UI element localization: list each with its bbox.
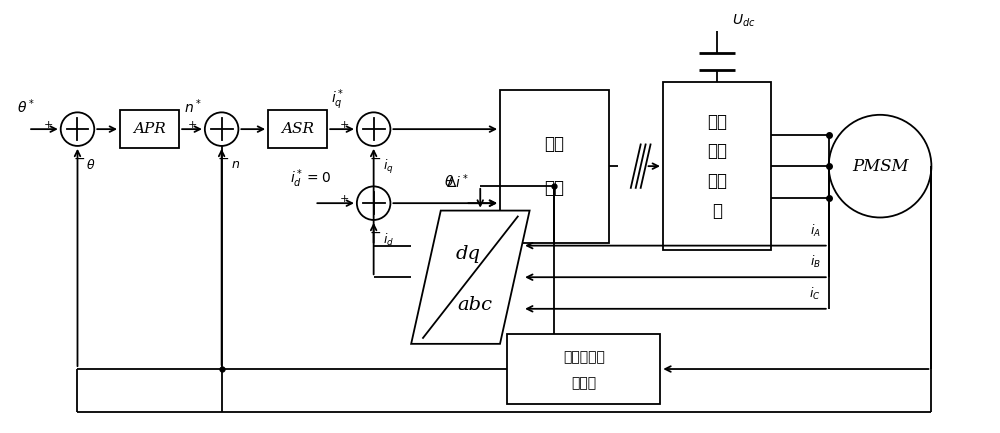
Text: abc: abc xyxy=(458,296,493,314)
Text: $\theta$: $\theta$ xyxy=(444,174,454,189)
Text: $\theta^*$: $\theta^*$ xyxy=(17,98,35,116)
Bar xyxy=(663,82,771,250)
Text: 位置、转速: 位置、转速 xyxy=(563,350,605,364)
Text: +: + xyxy=(188,120,197,130)
Text: $n$: $n$ xyxy=(231,158,240,171)
Text: $i_d^* = 0$: $i_d^* = 0$ xyxy=(290,168,331,191)
Text: 逆变: 逆变 xyxy=(707,172,727,190)
Text: $i_B$: $i_B$ xyxy=(810,254,821,270)
Text: $U_{dc}$: $U_{dc}$ xyxy=(732,13,756,29)
Text: ASR: ASR xyxy=(281,122,314,136)
Text: 规则: 规则 xyxy=(544,179,564,197)
Bar xyxy=(500,90,609,242)
Text: $\Delta i^*$: $\Delta i^*$ xyxy=(446,173,469,191)
Text: 器: 器 xyxy=(712,202,722,220)
Text: +: + xyxy=(340,194,349,204)
Polygon shape xyxy=(411,210,530,344)
Text: PMSM: PMSM xyxy=(852,158,908,174)
Text: +: + xyxy=(340,120,349,130)
Text: $i_d$: $i_d$ xyxy=(383,232,394,248)
Text: $i_q^*$: $i_q^*$ xyxy=(331,88,345,112)
Text: $n^*$: $n^*$ xyxy=(184,98,202,116)
Bar xyxy=(507,334,660,404)
Bar xyxy=(268,110,327,148)
Text: $i_q$: $i_q$ xyxy=(383,158,393,176)
Text: 传感器: 传感器 xyxy=(571,376,596,390)
Text: +: + xyxy=(43,120,53,130)
Text: 方框: 方框 xyxy=(544,136,564,153)
Text: $i_C$: $i_C$ xyxy=(809,286,821,302)
Text: −: − xyxy=(218,152,229,166)
Text: $\theta$: $\theta$ xyxy=(86,158,96,172)
Bar xyxy=(120,110,179,148)
Text: −: − xyxy=(370,226,381,240)
Text: 全桥: 全桥 xyxy=(707,142,727,160)
Text: dq: dq xyxy=(456,245,481,262)
Text: 三相: 三相 xyxy=(707,113,727,131)
Text: $i_A$: $i_A$ xyxy=(810,223,821,239)
Text: APR: APR xyxy=(133,122,166,136)
Text: −: − xyxy=(74,152,85,166)
Text: −: − xyxy=(370,152,381,166)
